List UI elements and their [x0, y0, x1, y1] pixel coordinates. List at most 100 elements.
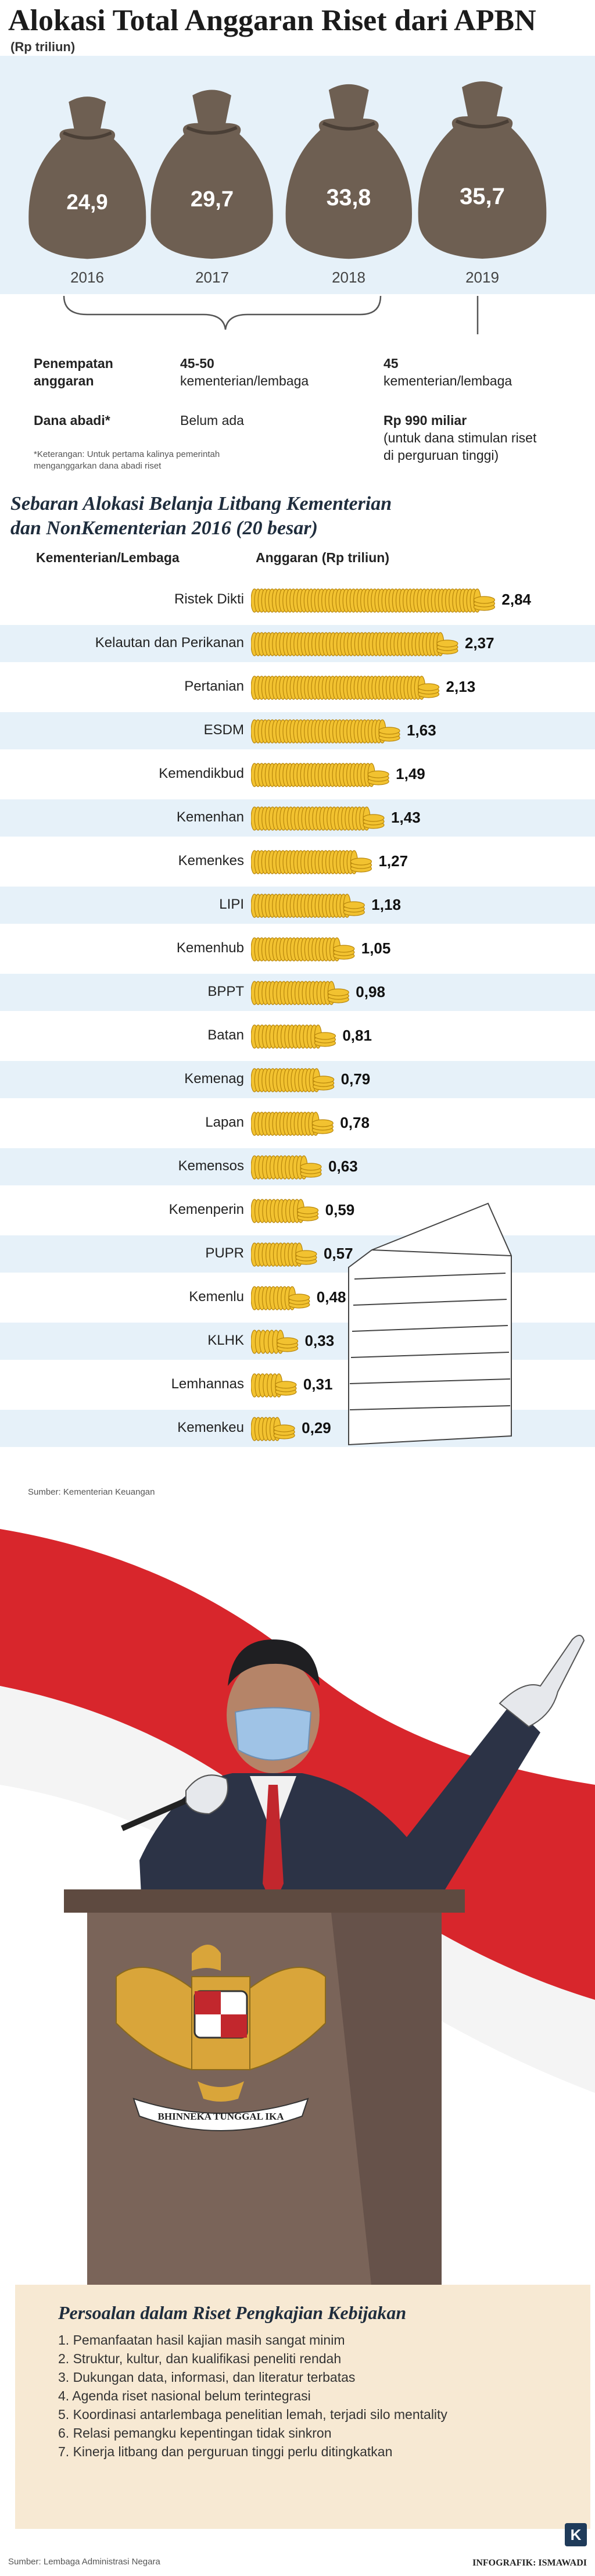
year-label-2017: 2017: [195, 269, 229, 286]
money-bag-2016: 24,9: [26, 91, 149, 262]
coin-bar: [251, 676, 440, 700]
ministry-label: KLHK: [207, 1332, 244, 1348]
row1-mid: 45-50: [180, 356, 214, 371]
money-bags-chart: 24,9 2016 29,7 2017 33,8 2018 35,7 2019: [0, 0, 595, 302]
row2-label: Dana abadi*: [34, 413, 110, 428]
page-title: Alokasi Total Anggaran Riset dari APBN: [8, 4, 536, 37]
seal-motto: BHINNEKA TUNGGAL IKA: [158, 2111, 285, 2122]
year-label-2018: 2018: [332, 269, 365, 286]
row2-right: Rp 990 miliar: [383, 413, 467, 428]
budget-value: 0,98: [356, 983, 385, 1001]
section2-title: Sebaran Alokasi Belanja Litbang Kementer…: [10, 492, 487, 541]
budget-value: 0,57: [323, 1245, 353, 1262]
ministry-label: Kemensos: [178, 1158, 244, 1174]
budget-value: 0,59: [325, 1201, 355, 1219]
issue-item-6: 6. Relasi pemangku kepentingan tidak sin…: [58, 2425, 332, 2441]
column-header-budget: Anggaran (Rp triliun): [256, 550, 389, 565]
issue-item-4: 4. Agenda riset nasional belum terintegr…: [58, 2388, 311, 2403]
ministry-label: PUPR: [205, 1245, 244, 1261]
budget-value: 2,37: [464, 634, 494, 652]
budget-value: 2,13: [446, 678, 476, 695]
paper-stack-illustration: [348, 1202, 512, 1446]
ministry-label: Lapan: [205, 1114, 244, 1130]
row1-right-2: kementerian/lembaga: [383, 373, 512, 388]
row1-mid-2: kementerian/lembaga: [180, 373, 309, 388]
coin-bar: [251, 1068, 335, 1092]
ministry-budget-chart: Ristek Dikti 2,84 Kelautan dan Perikanan 2,…: [0, 588, 595, 1447]
ministry-label: Pertanian: [184, 678, 244, 694]
speech-illustration: BHINNEKA TUNGGAL IKA: [0, 1529, 595, 2291]
ministry-label: LIPI: [219, 896, 244, 912]
year-label-2019: 2019: [465, 269, 499, 286]
budget-value: 1,05: [361, 939, 391, 957]
column-header-ministry: Kementerian/Lembaga: [36, 550, 180, 565]
budget-value: 1,63: [407, 721, 436, 739]
bag-value-2017: 29,7: [190, 187, 234, 212]
budget-value: 0,81: [342, 1027, 372, 1044]
budget-value: 0,48: [316, 1288, 346, 1306]
budget-value: 1,27: [378, 852, 408, 870]
ministry-label: BPPT: [207, 984, 244, 999]
row1-label-2: anggaran: [34, 373, 94, 388]
left-hand: [185, 1774, 228, 1815]
face-mask: [234, 1707, 312, 1761]
infographic-credit: INFOGRAFIK: ISMAWADI: [472, 2558, 587, 2568]
row1-label: Penempatan: [34, 356, 113, 371]
timeline-bracket: [63, 295, 479, 334]
coin-bar: [251, 1155, 322, 1180]
bag-value-2019: 35,7: [460, 183, 505, 209]
ministry-label: Lemhannas: [171, 1376, 244, 1392]
kompas-k-logo: K: [565, 2523, 587, 2546]
ministry-label: Kemenag: [184, 1071, 244, 1087]
ministry-label: Kelautan dan Perikanan: [95, 635, 244, 651]
pointing-hand: [499, 1635, 585, 1728]
coin-bar: [251, 894, 365, 918]
budget-value: 0,63: [328, 1157, 358, 1175]
issue-item-5: 5. Koordinasi antarlembaga penelitian le…: [58, 2407, 447, 2422]
page-subtitle: (Rp triliun): [10, 40, 76, 54]
issue-item-3: 3. Dukungan data, informasi, dan literat…: [58, 2370, 356, 2385]
coin-bar: [251, 981, 349, 1005]
coin-bar: [251, 1330, 299, 1354]
ministry-label: Kemenlu: [189, 1289, 244, 1305]
budget-value: 0,33: [304, 1332, 335, 1349]
budget-value: 1,18: [371, 896, 401, 913]
note-line-2: menganggarkan dana abadi riset: [34, 461, 162, 471]
ministry-label: Kemenkeu: [177, 1420, 244, 1435]
coin-bar: [251, 850, 372, 874]
row2-right-2: (untuk dana stimulan riset: [383, 430, 537, 445]
source-lan: Sumber: Lembaga Administrasi Negara: [8, 2557, 160, 2567]
ministry-label: Batan: [207, 1027, 244, 1043]
bracket-2016-2018: [63, 295, 382, 330]
ministry-label: Kemendikbud: [159, 766, 244, 781]
garuda-emblem: BHINNEKA TUNGGAL IKA: [116, 1945, 326, 2131]
coin-bar: [251, 588, 495, 613]
bag-value-2016: 24,9: [66, 190, 108, 214]
section2-title-line1: Sebaran Alokasi Belanja Litbang Kementer…: [10, 493, 392, 515]
ministry-label: ESDM: [203, 722, 244, 738]
budget-value: 1,49: [396, 765, 425, 783]
money-bag-2017: 29,7: [148, 84, 275, 262]
money-bag-2018: 33,8: [283, 78, 415, 262]
coin-bar: [251, 719, 400, 744]
bag-value-2018: 33,8: [326, 184, 371, 210]
ministry-label: Kemenhub: [176, 940, 244, 956]
budget-value: 0,78: [340, 1114, 370, 1131]
coin-bar: [251, 1286, 310, 1310]
podium-top: [64, 1889, 465, 1913]
coin-bar: [251, 1417, 295, 1441]
coin-bar: [251, 1373, 297, 1398]
source-kemenkeu: Sumber: Kementerian Keuangan: [28, 1487, 155, 1497]
ministry-label: Kemenperin: [169, 1202, 244, 1217]
coin-bar: [251, 763, 389, 787]
coin-bar: [251, 806, 385, 831]
budget-value: 1,43: [391, 809, 421, 826]
budget-value: 2,84: [501, 591, 531, 608]
ministry-label: Kemenhan: [176, 809, 244, 825]
coin-bar: [251, 1112, 334, 1136]
tie: [263, 1785, 284, 1907]
coin-bar: [251, 1199, 319, 1223]
coin-bar: [251, 937, 355, 962]
budget-value: 0,31: [303, 1375, 333, 1393]
note-line-1: *Keterangan: Untuk pertama kalinya pemer…: [34, 449, 220, 459]
